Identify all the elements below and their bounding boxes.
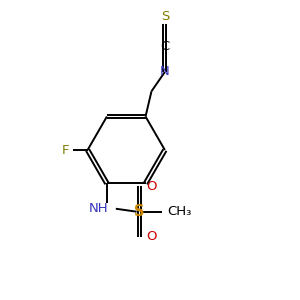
Text: CH₃: CH₃ — [167, 205, 192, 218]
Text: N: N — [160, 65, 170, 79]
Text: O: O — [146, 230, 157, 244]
Text: S: S — [134, 204, 145, 219]
Text: F: F — [61, 143, 69, 157]
Text: NH: NH — [89, 202, 108, 215]
Text: O: O — [146, 180, 157, 193]
Text: C: C — [160, 40, 170, 53]
Text: S: S — [161, 10, 169, 23]
